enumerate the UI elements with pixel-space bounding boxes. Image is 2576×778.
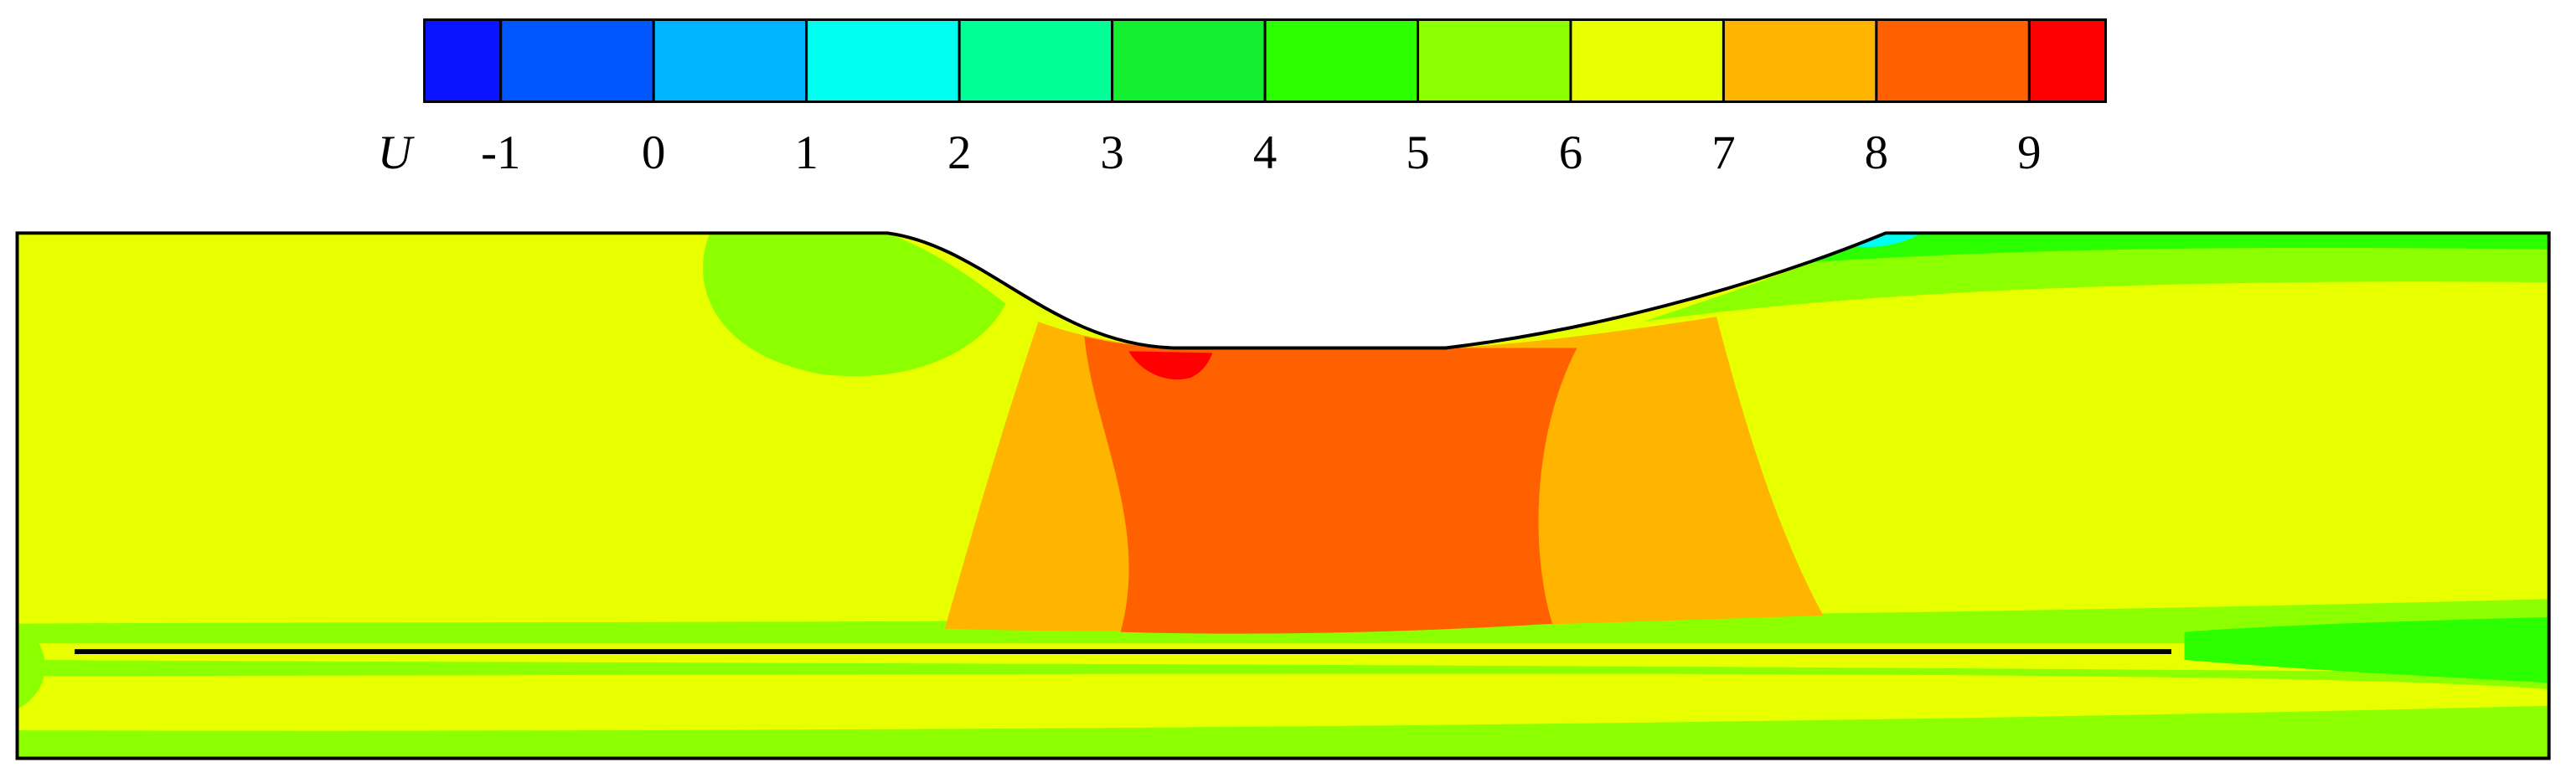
field-region xyxy=(1128,351,1213,380)
field-region xyxy=(1852,233,1923,248)
colorbar-segment xyxy=(2027,18,2108,103)
field-region xyxy=(17,705,2549,759)
colorbar-segment xyxy=(1417,18,1572,103)
colorbar-tick-label: 5 xyxy=(1406,126,1429,179)
colorbar-segment xyxy=(1722,18,1878,103)
domain-boundary xyxy=(15,231,2551,760)
colorbar-tick-label: 8 xyxy=(1865,126,1888,179)
colorbar-tick-label: 7 xyxy=(1711,126,1735,179)
colorbar-segment xyxy=(423,18,503,103)
colorbar-tick-label: -1 xyxy=(481,126,520,179)
colorbar-segment xyxy=(1875,18,2031,103)
colorbar-segment xyxy=(1111,18,1267,103)
field-region xyxy=(17,659,2549,690)
field-region xyxy=(17,623,45,709)
outside-mask xyxy=(887,231,1886,348)
colorbar-tick-label: 6 xyxy=(1559,126,1582,179)
colorbar-tick-label: 9 xyxy=(2017,126,2041,179)
field-region xyxy=(703,233,1006,377)
field-region xyxy=(1084,336,1577,634)
colorbar-segment xyxy=(499,18,655,103)
colorbar-segment xyxy=(958,18,1114,103)
colorbar-segment xyxy=(1263,18,1419,103)
colorbar-segment xyxy=(805,18,961,103)
colorbar xyxy=(423,18,2108,103)
colorbar-label: U xyxy=(378,126,416,179)
colorbar-tick-label: 4 xyxy=(1253,126,1277,179)
colorbar-tick-label: 2 xyxy=(947,126,971,179)
colorbar-segment xyxy=(1569,18,1725,103)
colorbar-tick-label: 3 xyxy=(1100,126,1123,179)
field-region xyxy=(1806,233,2549,263)
colorbar-segment xyxy=(652,18,808,103)
colorbar-tick-label: 1 xyxy=(794,126,818,179)
colorbar-tick-label: 0 xyxy=(642,126,665,179)
field-region xyxy=(2184,616,2549,683)
